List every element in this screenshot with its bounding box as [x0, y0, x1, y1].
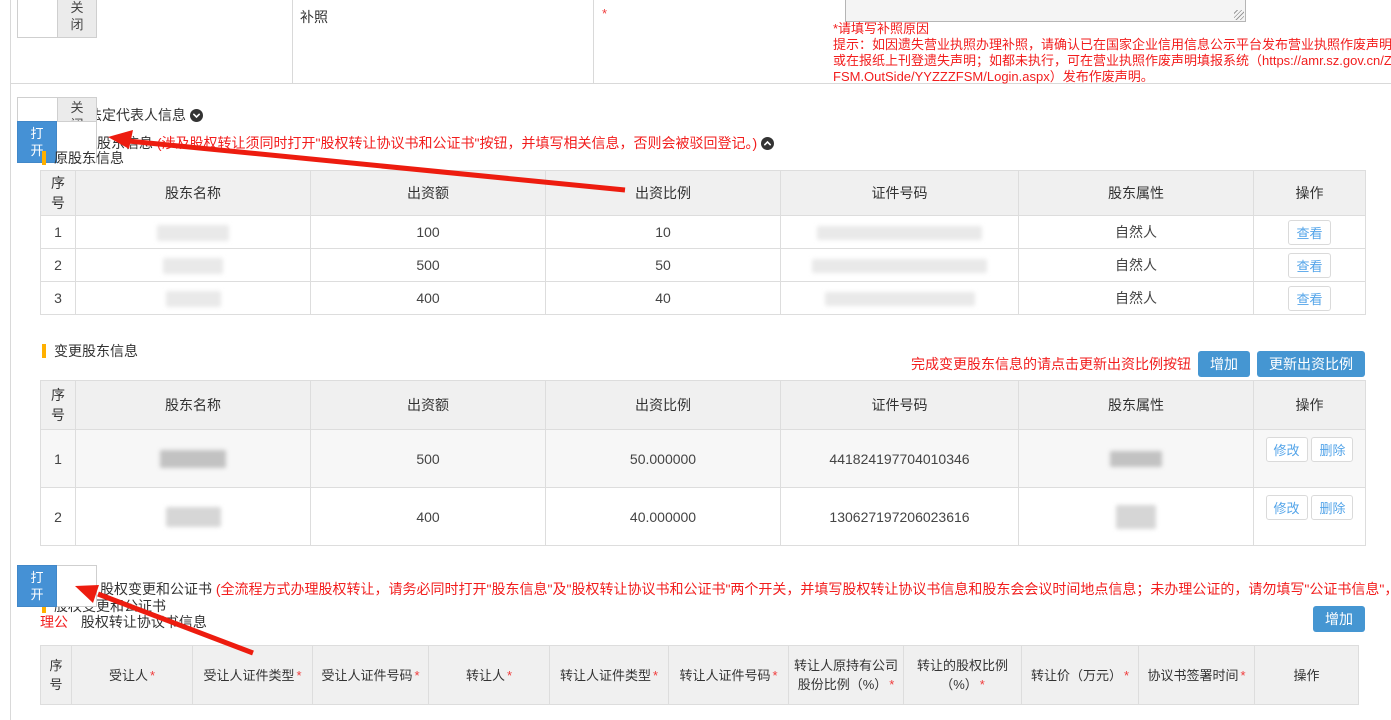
col-action: 操作 — [1253, 380, 1366, 430]
col-action: 操作 — [1254, 645, 1359, 705]
redacted-name — [163, 257, 223, 274]
col-id: 证件号码 — [780, 170, 1019, 216]
changed-shareholders-toolbar: 完成变更股东信息的请点击更新出资比例按钮 增加 更新出资比例 — [911, 351, 1365, 377]
edit-button[interactable]: 修改 — [1265, 437, 1308, 462]
changed-shareholders-title: 变更股东信息 — [54, 343, 138, 359]
toggle-label: 关闭 — [70, 0, 84, 32]
toggle-label: 打开 — [30, 570, 44, 602]
toggle-knob — [57, 121, 97, 163]
col-ratio: 出资比例 — [545, 380, 781, 430]
panel-left-border — [10, 0, 11, 720]
edit-button[interactable]: 修改 — [1265, 495, 1308, 520]
table-row: 1 100 10 自然人 查看 — [40, 215, 1366, 249]
chevron-down-circle-icon[interactable] — [189, 109, 203, 125]
col-transferor-id-type: 转让人证件类型 * — [549, 645, 669, 705]
col-transferee-id-no: 受让人证件号码 * — [312, 645, 429, 705]
col-transfer-ratio: 转让的股权比例（%） * — [903, 645, 1022, 705]
header-row: 序号 股东名称 出资额 出资比例 证件号码 股东属性 操作 — [40, 380, 1366, 430]
toggle-label: 打开 — [30, 126, 44, 158]
add-shareholder-button[interactable]: 增加 — [1198, 351, 1250, 377]
redacted-name — [165, 290, 221, 307]
header-row: 序号 股东名称 出资额 出资比例 证件号码 股东属性 操作 — [40, 170, 1366, 216]
equity-section-heading: 股权变更和公证书 (全流程方式办理股权转让，请务必同时打开"股东信息"及"股权转… — [100, 579, 1391, 599]
agreement-table: 序号 受让人 * 受让人证件类型 * 受让人证件号码 * 转让人 * 转让人证件类型 * … — [40, 645, 1359, 705]
col-transferee-id-type: 受让人证件类型 * — [192, 645, 313, 705]
form-cell-border-1 — [292, 0, 293, 83]
delete-button[interactable]: 删除 — [1311, 437, 1354, 462]
col-no: 序号 — [40, 170, 76, 216]
toggle-knob — [17, 0, 57, 38]
original-shareholders-table: 序号 股东名称 出资额 出资比例 证件号码 股东属性 操作 1 100 10 自… — [40, 170, 1366, 315]
update-ratio-hint: 完成变更股东信息的请点击更新出资比例按钮 — [911, 356, 1191, 372]
license-reissue-toggle[interactable]: 关闭 — [17, 0, 97, 38]
col-attr: 股东属性 — [1018, 380, 1254, 430]
delete-button[interactable]: 删除 — [1311, 495, 1354, 520]
update-ratio-button[interactable]: 更新出资比例 — [1257, 351, 1365, 377]
equity-section-note: (全流程方式办理股权转让，请务必同时打开"股东信息"及"股权转让协议书和公证书"… — [215, 581, 1391, 597]
col-attr: 股东属性 — [1018, 170, 1254, 216]
view-button[interactable]: 查看 — [1288, 285, 1331, 311]
shareholder-section-note: (涉及股权转让须同时打开"股权转让协议书和公证书"按钮，并填写相关信息，否则会被… — [156, 135, 758, 151]
section-bar — [42, 151, 46, 165]
redacted-attr — [1110, 451, 1162, 468]
table-row: 2 400 40.000000 130627197206023616 修改 删除 — [40, 487, 1366, 546]
col-no: 序号 — [40, 380, 76, 430]
redacted-id — [817, 226, 982, 241]
table-row: 1 500 50.000000 441824197704010346 修改 删除 — [40, 429, 1366, 488]
col-amount: 出资额 — [310, 380, 546, 430]
header-row: 序号 受让人 * 受让人证件类型 * 受让人证件号码 * 转让人 * 转让人证件类型 * … — [40, 645, 1359, 705]
col-transfer-price: 转让价（万元） * — [1021, 645, 1139, 705]
view-button[interactable]: 查看 — [1288, 252, 1331, 278]
redacted-name — [160, 449, 226, 468]
changed-shareholders-table: 序号 股东名称 出资额 出资比例 证件号码 股东属性 操作 1 500 50.0… — [40, 380, 1366, 546]
shareholder-info-toggle[interactable]: 打开 — [17, 121, 97, 163]
col-amount: 出资额 — [310, 170, 546, 216]
table-row: 2 500 50 自然人 查看 — [40, 248, 1366, 282]
note-wrap-text: 理公 — [40, 614, 68, 630]
col-sign-time: 协议书签署时间 * — [1138, 645, 1255, 705]
redacted-attr — [1116, 504, 1156, 529]
col-transferor-id-no: 转让人证件号码 * — [668, 645, 789, 705]
required-mark: * — [602, 6, 608, 21]
redacted-name — [157, 224, 229, 241]
redacted-id — [824, 292, 975, 307]
col-transferee: 受让人 * — [71, 645, 193, 705]
view-button[interactable]: 查看 — [1288, 219, 1331, 245]
field-label-buzhao: 补照 — [300, 9, 328, 25]
col-ratio: 出资比例 — [545, 170, 781, 216]
col-action: 操作 — [1253, 170, 1366, 216]
col-no: 序号 — [40, 645, 72, 705]
col-name: 股东名称 — [75, 170, 311, 216]
col-name: 股东名称 — [75, 380, 311, 430]
shareholder-section-heading: 股东信息 (涉及股权转让须同时打开"股权转让协议书和公证书"按钮，并填写相关信息… — [97, 133, 1387, 153]
add-agreement-button[interactable]: 增加 — [1313, 606, 1365, 632]
reissue-hint-text: *请填写补照原因 提示：如因遗失营业执照办理补照，请确认已在国家企业信用信息公示… — [833, 21, 1391, 84]
col-transferor: 转让人 * — [428, 645, 550, 705]
legal-rep-title: 法定代表人信息 — [88, 105, 203, 125]
equity-notary-toggle[interactable]: 打开 — [17, 565, 97, 607]
chevron-up-circle-icon[interactable] — [761, 137, 775, 153]
original-shareholders-title: 原股东信息 — [54, 150, 124, 166]
redacted-name — [165, 506, 221, 527]
form-bottom-border — [10, 83, 1391, 84]
resize-grip-icon[interactable] — [1234, 10, 1244, 20]
col-id: 证件号码 — [780, 380, 1019, 430]
reissue-reason-textarea[interactable] — [845, 0, 1246, 22]
table-row: 3 400 40 自然人 查看 — [40, 281, 1366, 315]
section-bar — [42, 344, 46, 358]
agreement-title: 股权转让协议书信息 — [80, 614, 207, 630]
form-cell-border-2 — [593, 0, 594, 83]
col-original-share-ratio: 转让人原持有公司股份比例（%） * — [788, 645, 904, 705]
agreement-heading-row: 理公 股权转让协议书信息 — [40, 612, 207, 632]
toggle-knob — [57, 565, 97, 607]
redacted-id — [812, 259, 987, 274]
